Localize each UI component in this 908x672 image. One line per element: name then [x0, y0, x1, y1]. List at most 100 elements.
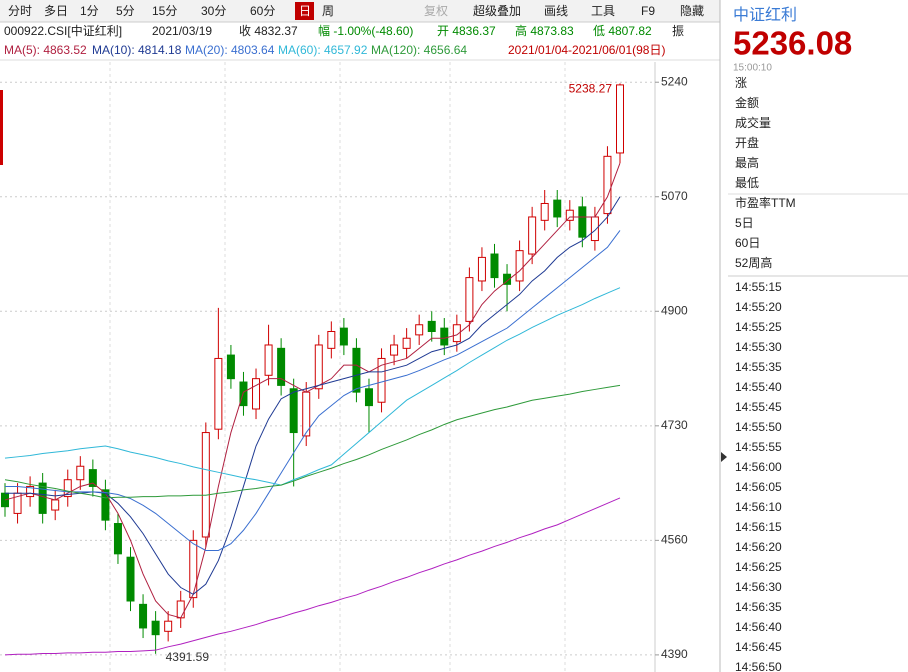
quote-field: 最低 [735, 176, 759, 190]
tick-time: 14:56:40 [735, 620, 782, 634]
vgrid [109, 62, 566, 672]
period-button[interactable]: 30分 [201, 4, 226, 18]
candle-body [603, 155, 612, 215]
candle-body [339, 327, 348, 346]
candle-body [164, 620, 173, 632]
candle-body [364, 388, 373, 407]
candle-body [101, 489, 110, 521]
tick-time: 14:55:45 [735, 400, 782, 414]
info-range: 2021/01/04-2021/06/01(98日) [508, 43, 665, 57]
ma-legend: MA(10): 4814.18 [92, 43, 182, 57]
tick-time: 14:56:00 [735, 460, 782, 474]
collapse-arrow[interactable] [721, 452, 727, 462]
candle-body [176, 600, 185, 619]
ma-legend: MA(60): 4657.92 [278, 43, 368, 57]
tick-time: 14:56:25 [735, 560, 782, 574]
candle-body [289, 388, 298, 434]
quote-field: 金额 [735, 95, 759, 110]
tick-time: 14:56:05 [735, 480, 782, 494]
info-amp: 振 [672, 24, 684, 38]
info-date: 2021/03/19 [152, 24, 212, 38]
ma-line [4, 384, 621, 499]
y-tick-label: 4900 [661, 303, 688, 317]
candle-body [440, 327, 449, 346]
period-button[interactable]: 60分 [250, 4, 275, 18]
candle-body [38, 482, 47, 514]
ma-line [5, 230, 621, 551]
tick-time: 14:55:25 [735, 320, 782, 334]
tool-button[interactable]: F9 [641, 4, 655, 18]
candle-body [26, 485, 35, 498]
tool-button[interactable]: 超级叠加 [473, 3, 521, 18]
candle-body [314, 344, 323, 390]
high-label: 5238.27 [569, 82, 613, 96]
ma-line [4, 287, 621, 486]
tick-time: 14:56:20 [735, 540, 782, 554]
tick-time: 14:56:30 [735, 580, 782, 594]
period-button[interactable]: 5分 [116, 4, 135, 18]
ma-legend: MA(20): 4803.64 [185, 43, 275, 57]
y-tick-label: 4390 [661, 647, 688, 661]
tool-button[interactable]: 复权 [424, 4, 448, 18]
candle-body [214, 357, 223, 430]
candle-body [590, 216, 599, 242]
period-button[interactable]: 日 [299, 4, 311, 18]
candle-body [503, 273, 512, 285]
tick-time: 14:55:20 [735, 300, 782, 314]
quote-field: 开盘 [735, 135, 759, 150]
candle-body [415, 324, 424, 336]
candle-body [76, 465, 85, 481]
candle-body [63, 479, 72, 498]
quote-field: 5日 [735, 216, 754, 230]
side-marker [0, 90, 3, 165]
ma-legend: MA(5): 4863.52 [4, 43, 87, 57]
tool-button[interactable]: 画线 [544, 4, 568, 18]
quote-field: 最高 [735, 155, 759, 170]
candle-body [352, 347, 361, 393]
ma-line [5, 196, 621, 595]
info-code: 000922.CSI[中证红利] [4, 23, 122, 38]
candle-body [465, 277, 474, 322]
period-button[interactable]: 周 [322, 4, 334, 18]
candle-body [452, 324, 461, 343]
candle-body [427, 320, 436, 332]
y-tick-label: 4730 [661, 418, 688, 432]
candle-body [327, 330, 336, 349]
y-tick-label: 5240 [661, 74, 688, 88]
candle-body [189, 539, 198, 599]
quote-field: 市盈率TTM [735, 195, 796, 210]
tick-time: 14:55:15 [735, 280, 782, 294]
tick-time: 14:55:35 [735, 360, 782, 374]
candle-body [616, 84, 624, 154]
toolbar [0, 0, 720, 22]
quote-price: 5236.08 [733, 25, 852, 62]
candle-body [402, 337, 411, 349]
tool-button[interactable]: 隐藏 [680, 4, 704, 18]
tool-button[interactable]: 工具 [591, 4, 615, 18]
info-high: 高 4873.83 [515, 23, 574, 38]
tick-time: 14:55:55 [735, 440, 782, 454]
candle-body [540, 202, 549, 221]
candle-body [578, 206, 587, 238]
candle-body [113, 523, 122, 555]
period-button[interactable]: 多日 [44, 4, 68, 18]
period-button[interactable]: 分时 [8, 4, 32, 18]
candle-body [201, 432, 210, 538]
period-button[interactable]: 15分 [152, 4, 177, 18]
candle-body [264, 344, 273, 376]
quote-time: 15:00:10 [733, 63, 772, 74]
ma-legend: MA(120): 4656.64 [371, 43, 467, 57]
tick-time: 14:56:45 [735, 640, 782, 654]
quote-field: 涨 [735, 75, 747, 90]
tick-time: 14:56:10 [735, 500, 782, 514]
candle-body [528, 216, 537, 255]
period-button[interactable]: 1分 [80, 4, 99, 18]
candle-body [88, 469, 97, 487]
tick-time: 14:56:50 [735, 660, 782, 672]
candle-body [553, 199, 562, 218]
tick-time: 14:55:50 [735, 420, 782, 434]
candle-body [565, 209, 574, 221]
candle-body [477, 256, 486, 282]
candle-body [515, 250, 524, 282]
